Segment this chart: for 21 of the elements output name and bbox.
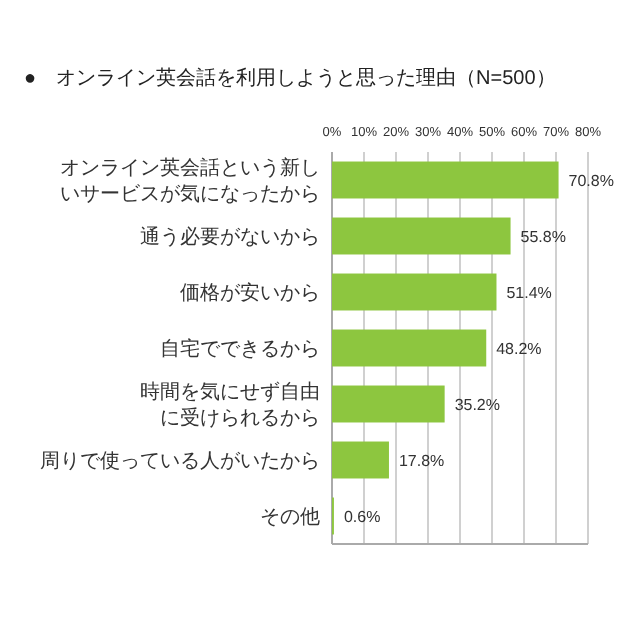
y-tick-label: 周りで使っている人がいたから <box>40 451 320 473</box>
bar <box>332 217 511 255</box>
y-tick-label: 価格が安いから <box>180 281 320 305</box>
y-tick-label: 時間を気にせず自由に受けられるから <box>140 380 320 430</box>
data-label: 48.2% <box>496 340 542 358</box>
y-tick-label: オンライン英会話という新しいサービスが気になったから <box>60 156 320 206</box>
data-label: 35.2% <box>454 396 501 414</box>
y-tick-label: 通う必要がないから <box>140 225 320 249</box>
data-label: 17.8% <box>398 452 445 470</box>
bar <box>332 273 497 311</box>
data-label: 55.8% <box>520 228 566 246</box>
y-tick-label: その他 <box>260 505 320 529</box>
bar <box>332 441 389 479</box>
data-label: 51.4% <box>506 284 552 302</box>
y-tick-label: 自宅でできるから <box>160 337 320 361</box>
bar <box>332 385 445 423</box>
data-label: 70.8% <box>568 172 614 190</box>
chart-title: ● オンライン英会話を利用しようと思った理由（N=500） <box>24 66 556 90</box>
data-label: 0.6% <box>343 508 381 526</box>
bar <box>332 329 487 367</box>
bar <box>332 161 559 199</box>
